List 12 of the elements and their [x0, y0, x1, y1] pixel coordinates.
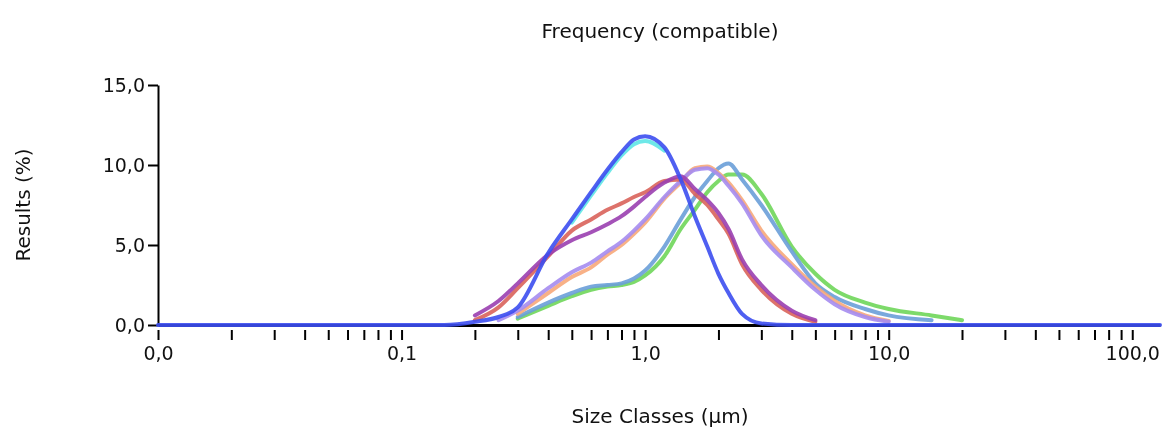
x-tick-label: 100,0 — [1105, 342, 1160, 365]
y-tick-label: 5,0 — [114, 233, 145, 256]
chart-title: Frequency (compatible) — [541, 19, 779, 43]
y-tick-label: 10,0 — [102, 153, 145, 176]
x-tick-label: 0,0 — [143, 342, 174, 365]
x-axis-title: Size Classes (µm) — [571, 404, 749, 428]
y-tick-label: 0,0 — [114, 313, 145, 336]
x-tick-label: 10,0 — [868, 342, 911, 365]
x-tick-label: 0,1 — [386, 342, 418, 365]
y-tick-label: 15,0 — [102, 73, 145, 96]
y-axis-title: Results (%) — [11, 148, 35, 262]
x-tick-label: 1,0 — [630, 342, 661, 365]
